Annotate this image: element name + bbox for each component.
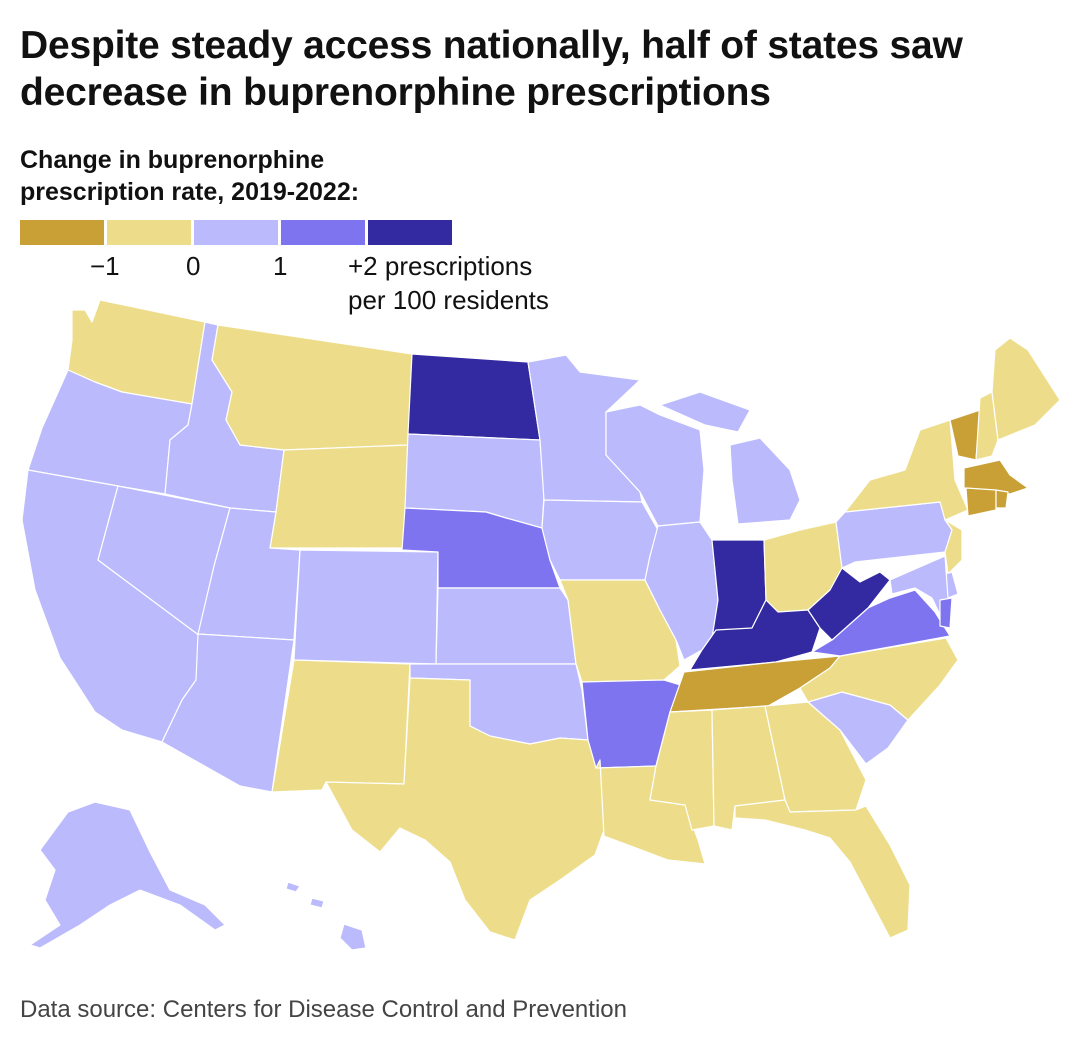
legend-unit: per 100 residents bbox=[348, 285, 549, 315]
state-HI bbox=[285, 881, 367, 951]
state-ME bbox=[991, 337, 1061, 441]
legend-swatch-4 bbox=[281, 220, 365, 245]
legend-tick-2: +2 prescriptions bbox=[348, 251, 533, 281]
state-KS bbox=[435, 587, 577, 665]
state-CT bbox=[965, 487, 997, 517]
state-MA bbox=[963, 459, 1029, 495]
legend-swatch-5 bbox=[368, 220, 452, 245]
state-AZ bbox=[161, 633, 295, 793]
state-IL bbox=[644, 521, 719, 661]
state-PA bbox=[835, 501, 953, 569]
legend-swatch-1 bbox=[20, 220, 104, 245]
legend-color-scale bbox=[20, 220, 455, 245]
state-ND bbox=[407, 353, 541, 441]
legend-tick-1: 1 bbox=[273, 251, 288, 281]
state-FL bbox=[734, 799, 911, 939]
legend-swatch-2 bbox=[107, 220, 191, 245]
state-RI bbox=[995, 489, 1009, 509]
state-WI bbox=[605, 404, 705, 527]
state-NY bbox=[844, 419, 969, 521]
state-AK bbox=[29, 801, 226, 949]
state-WV bbox=[807, 567, 891, 641]
state-NC bbox=[799, 637, 959, 721]
legend-tick-minus-1: −1 bbox=[90, 251, 120, 281]
state-MT bbox=[211, 324, 413, 451]
state-CO bbox=[293, 549, 439, 665]
chart-title: Despite steady access nationally, half o… bbox=[20, 24, 963, 114]
state-DC bbox=[939, 597, 953, 629]
data-source-note: Data source: Centers for Disease Control… bbox=[20, 996, 627, 1023]
legend-title: Change in buprenorphine prescription rat… bbox=[20, 144, 500, 208]
state-NM bbox=[271, 659, 411, 793]
legend-tick-0: 0 bbox=[186, 251, 201, 281]
state-IA bbox=[541, 499, 659, 581]
state-MI bbox=[659, 391, 801, 525]
legend-title-line-1: Change in buprenorphine bbox=[20, 146, 325, 174]
state-VT bbox=[949, 409, 981, 461]
state-MD bbox=[889, 555, 949, 616]
state-TX bbox=[325, 677, 605, 941]
legend-swatch-3 bbox=[194, 220, 278, 245]
legend-title-line-2: prescription rate, 2019-2022: bbox=[20, 178, 360, 206]
state-NE bbox=[401, 507, 561, 589]
state-WY bbox=[269, 444, 409, 549]
state-NH bbox=[975, 391, 999, 461]
